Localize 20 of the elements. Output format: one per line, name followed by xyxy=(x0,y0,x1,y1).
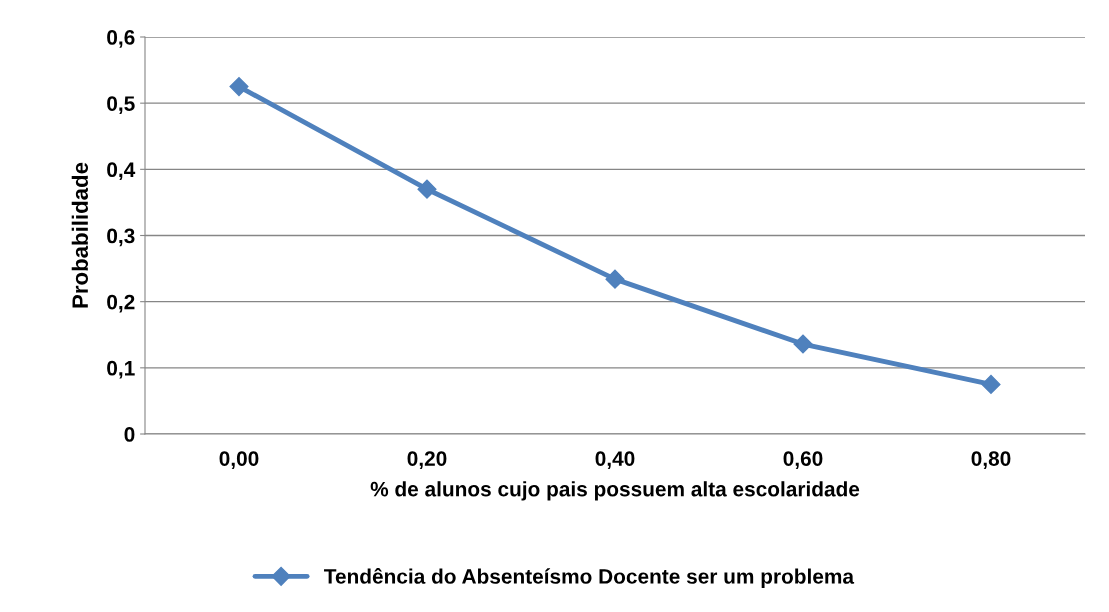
y-tick-label: 0 xyxy=(124,427,135,442)
y-tick-label: 0,4 xyxy=(107,162,136,181)
point xyxy=(417,179,437,199)
point xyxy=(981,374,1001,394)
y-tick-label: 0,1 xyxy=(107,360,135,379)
y-tick-label: 0,6 xyxy=(107,30,135,48)
x-tick-label: 0,80 xyxy=(971,451,1011,469)
point xyxy=(229,77,249,97)
x-tick-label: 0,00 xyxy=(219,451,259,469)
x-tick-label: 0,60 xyxy=(783,451,823,469)
y-tick-label: 0,2 xyxy=(107,294,135,313)
y-tick-label: 0,3 xyxy=(107,228,135,247)
y-axis-title: Probabilidade xyxy=(71,162,89,308)
x-tick-label: 0,40 xyxy=(595,451,635,469)
x-axis-title: % de alunos cujo pais possuem alta escolaridade xyxy=(370,481,860,501)
point xyxy=(605,269,625,289)
y-tick-label: 0,5 xyxy=(107,96,135,114)
x-tick-label: 0,20 xyxy=(407,451,447,469)
point xyxy=(793,334,813,354)
legend-label: Tendência do Absenteísmo Docente ser um problema xyxy=(324,568,855,588)
